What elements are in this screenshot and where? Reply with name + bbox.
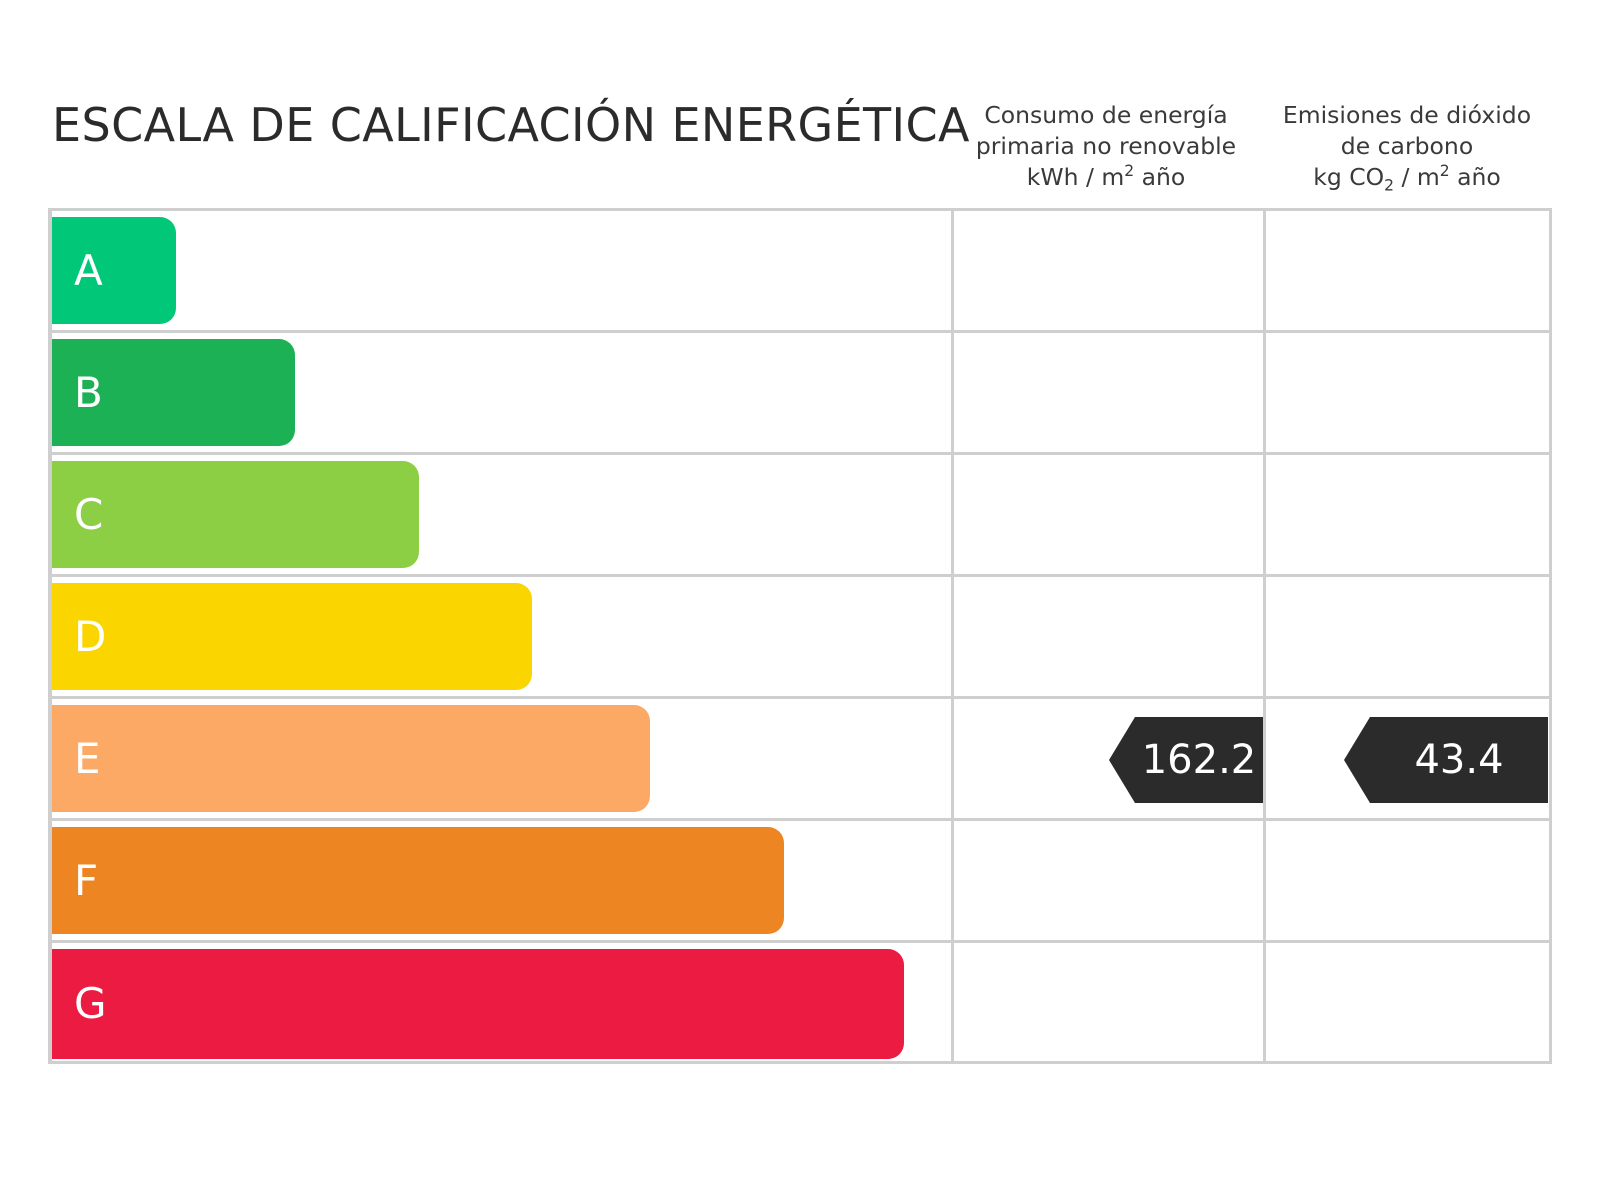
column-header-emissions-line1: Emisiones de dióxido [1282,101,1532,129]
rating-letter: G [74,979,107,1028]
rating-letter: E [74,733,101,783]
rating-row: G [52,943,1549,1065]
rating-row: E 162.2 43.4 [52,699,1549,821]
rating-letter: B [74,367,103,417]
rating-letter: C [74,489,104,539]
page-title: ESCALA DE CALIFICACIÓN ENERGÉTICA [52,98,970,152]
rating-bar-b: B [52,339,295,446]
unit-prefix-energy: kWh / m [1026,163,1125,191]
rating-bar-g: G [52,949,904,1059]
rating-bar-d: D [52,583,532,690]
unit-superscript-energy: 2 [1124,162,1135,181]
rating-letter: F [74,855,99,905]
column-header-energy-line1: Consumo de energía [984,101,1228,129]
rating-row-list: A B C D E 162.2 43.4 F G [52,211,1549,1061]
rating-row: F [52,821,1549,943]
rating-bar-e: E [52,705,650,812]
rating-scale-table: A B C D E 162.2 43.4 F G [48,208,1552,1064]
unit-suffix-energy: año [1134,163,1186,191]
unit-prefix-emissions: kg CO [1313,163,1385,191]
chart-header: ESCALA DE CALIFICACIÓN ENERGÉTICA Consum… [0,0,1600,208]
column-header-energy-consumption: Consumo de energía primaria no renovable… [950,100,1262,193]
column-divider-1 [951,211,954,1061]
column-header-emissions-unit: kg CO2 / m2 año [1262,162,1552,193]
rating-row: A [52,211,1549,333]
rating-bar-c: C [52,461,419,568]
energy-value-text: 162.2 [1141,737,1257,783]
rating-letter: D [74,611,107,661]
emissions-value-text: 43.4 [1414,737,1504,783]
energy-value-badge: 162.2 [1109,717,1263,803]
column-header-energy-unit: kWh / m2 año [950,162,1262,193]
rating-row: D [52,577,1549,699]
rating-row: C [52,455,1549,577]
column-header-emissions-line2: de carbono [1340,132,1474,160]
rating-letter: A [74,245,103,295]
unit-suffix-emissions: año [1449,163,1501,191]
rating-row: B [52,333,1549,455]
rating-bar-a: A [52,217,176,324]
unit-mid-emissions: / m [1394,163,1440,191]
unit-subscript-emissions: 2 [1384,176,1394,195]
unit-superscript-emissions: 2 [1439,162,1450,181]
emissions-value-badge: 43.4 [1344,717,1548,803]
rating-bar-f: F [52,827,784,934]
column-divider-2 [1263,211,1266,1061]
column-header-energy-line2: primaria no renovable [975,132,1237,160]
column-header-co2-emissions: Emisiones de dióxido de carbono kg CO2 /… [1262,100,1552,193]
